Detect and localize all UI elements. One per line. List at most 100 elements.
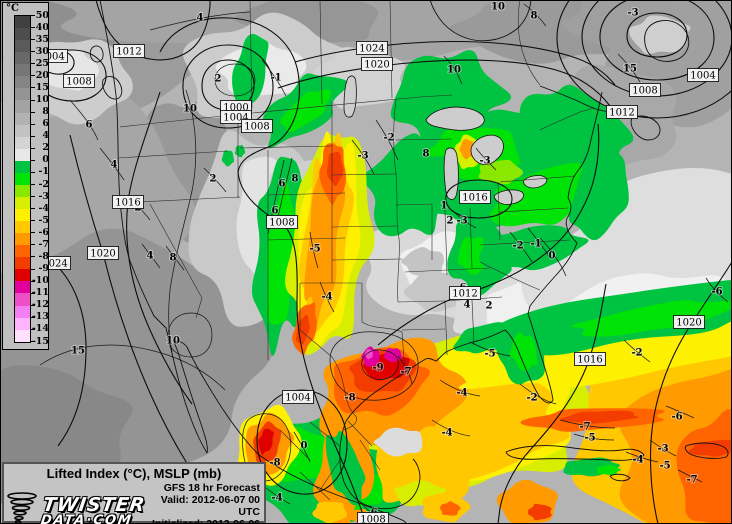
- colorbar-tick: [31, 39, 35, 41]
- map-title: Lifted Index (°C), MSLP (mb): [46, 466, 222, 481]
- colorbar-tick: [31, 196, 35, 198]
- lifted-index-label: 0: [549, 251, 556, 262]
- colorbar-tick: [31, 208, 35, 210]
- colorbar-tick-label: -1: [38, 166, 49, 178]
- lifted-index-label: -1: [270, 73, 281, 84]
- colorbar-segment: [15, 172, 30, 185]
- colorbar-tick: [31, 220, 35, 222]
- lifted-index-label: 6: [279, 179, 286, 190]
- lifted-index-label: 4: [111, 160, 118, 171]
- lifted-index-label: 10: [166, 336, 180, 347]
- brand-line-2: DATA·COM: [39, 513, 134, 524]
- lifted-index-label: -8: [269, 458, 280, 469]
- lifted-index-label: 15: [623, 64, 637, 75]
- colorbar-segment: [15, 184, 30, 197]
- colorbar-segment: [15, 64, 30, 77]
- twisterdata-logo: TWISTER DATA·COM: [6, 491, 147, 524]
- colorbar-tick-label: 30: [35, 45, 49, 57]
- colorbar-tick-label: 0: [42, 154, 49, 166]
- colorbar-tick-label: 40: [35, 21, 49, 33]
- colorbar-tick-label: 10: [35, 94, 49, 106]
- mslp-label-box: [574, 352, 606, 366]
- mslp-label-box: [87, 246, 119, 260]
- colorbar-tick-label: -15: [31, 335, 49, 347]
- lifted-index-label: -3: [479, 156, 490, 167]
- colorbar-segment: [15, 269, 30, 282]
- lifted-index-label: -3: [657, 444, 668, 455]
- colorbar-segment: [15, 136, 30, 149]
- colorbar-segment: [15, 221, 30, 234]
- mslp-label: 1024: [359, 44, 384, 55]
- mslp-label: 1004: [690, 71, 715, 82]
- lifted-index-label: 1: [441, 201, 448, 212]
- lifted-index-label: -2: [512, 241, 523, 252]
- lifted-index-label: 4: [464, 300, 471, 311]
- colorbar-segment: [15, 233, 30, 246]
- colorbar-tick-label: -3: [38, 190, 49, 202]
- lifted-index-label: -8: [344, 393, 355, 404]
- colorbar-tick: [31, 171, 35, 173]
- lifted-index-label: -2: [383, 133, 394, 144]
- lifted-index-label: -2: [526, 393, 537, 404]
- mslp-label: 1012: [116, 47, 141, 58]
- lifted-index-label: -7: [400, 367, 411, 378]
- colorbar-tick: [31, 256, 35, 258]
- colorbar-tick: [31, 304, 35, 306]
- mslp-label: 1004: [223, 113, 248, 124]
- lifted-index-label: 10: [491, 2, 505, 13]
- mslp-label: 1004: [39, 52, 64, 63]
- colorbar-tick-label: 15: [35, 81, 49, 93]
- lifted-index-label: 2: [447, 216, 454, 227]
- colorbar-tick: [31, 292, 35, 294]
- colorbar-segment: [15, 293, 30, 306]
- colorbar-tick-label: -8: [38, 250, 49, 262]
- colorbar-tick-label: 50: [35, 9, 49, 21]
- mslp-label: 1016: [115, 198, 140, 209]
- mslp-label: 1004: [285, 393, 310, 404]
- lifted-index-label: -4: [456, 388, 467, 399]
- colorbar-tick: [31, 341, 35, 342]
- colorbar-tick-label: 35: [35, 33, 49, 45]
- lifted-index-label: 4: [197, 13, 204, 24]
- mslp-label-box: [63, 74, 95, 88]
- colorbar-tick: [31, 232, 35, 234]
- mslp-label-box: [459, 190, 491, 204]
- lifted-index-label: -1: [530, 239, 541, 250]
- colorbar-segment: [15, 245, 30, 258]
- lifted-index-label: -4: [632, 455, 643, 466]
- colorbar-tick: [31, 87, 35, 89]
- colorbar-tick: [31, 111, 35, 113]
- lifted-index-label: -5: [484, 349, 495, 360]
- lifted-index-label: 8: [292, 174, 299, 185]
- lifted-index-label: -7: [579, 422, 590, 433]
- colorbar-tick-label: 2: [42, 142, 49, 154]
- mslp-label: 1020: [364, 60, 389, 71]
- mslp-label: 1008: [269, 218, 294, 229]
- colorbar-tick: [31, 280, 35, 282]
- colorbar-tick-label: 6: [42, 118, 49, 130]
- legend-box: Lifted Index (°C), MSLP (mb) TWISTER: [2, 462, 266, 524]
- lifted-index-label: -9: [372, 363, 383, 374]
- colorbar-tick: [31, 99, 35, 101]
- lifted-index-label: -5: [309, 244, 320, 255]
- colorbar-tick: [31, 123, 35, 125]
- lifted-index-label: 2: [215, 74, 222, 85]
- mslp-label: 1020: [90, 249, 115, 260]
- mslp-label-box: [356, 41, 388, 55]
- colorbar-segment: [15, 305, 30, 318]
- colorbar-tick-label: 25: [35, 57, 49, 69]
- colorbar-tick: [31, 63, 35, 65]
- mslp-label: 1012: [452, 289, 477, 300]
- lifted-index-label: -6: [671, 412, 682, 423]
- tornado-icon: [7, 492, 37, 524]
- colorbar-tick-label: 20: [35, 69, 49, 81]
- mslp-label-box: [449, 286, 481, 300]
- colorbar-tick-label: -10: [31, 275, 49, 287]
- mslp-label-box: [357, 512, 389, 524]
- colorbar-tick-label: 4: [42, 130, 49, 142]
- colorbar-tick: [31, 15, 35, 16]
- colorbar-tick-label: -7: [38, 238, 49, 250]
- lifted-index-label: -3: [456, 216, 467, 227]
- lifted-index-label: 15: [71, 346, 85, 357]
